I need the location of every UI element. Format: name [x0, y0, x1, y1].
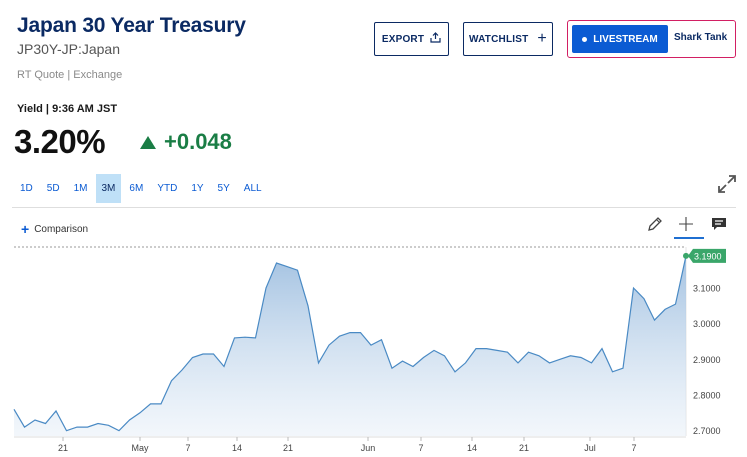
- change-value: +0.048: [164, 129, 232, 154]
- y-tick-label: 3.0000: [693, 319, 721, 329]
- watchlist-button[interactable]: WATCHLIST +: [463, 22, 553, 56]
- expand-icon[interactable]: [717, 174, 737, 194]
- range-5y[interactable]: 5Y: [217, 183, 230, 194]
- live-dot-icon: [582, 36, 588, 42]
- yield-timestamp: Yield | 9:36 AM JST: [17, 103, 118, 115]
- x-tick-label: 21: [58, 443, 68, 453]
- range-1m[interactable]: 1M: [73, 183, 88, 194]
- range-all[interactable]: ALL: [243, 183, 262, 194]
- last-price-label: 3.1900: [694, 251, 722, 261]
- comparison-label: Comparison: [34, 223, 89, 235]
- range-ytd[interactable]: YTD: [157, 183, 178, 194]
- range-1y[interactable]: 1Y: [191, 183, 204, 194]
- x-tick-label: Jun: [361, 443, 376, 453]
- watchlist-label: WATCHLIST: [469, 33, 529, 45]
- x-tick-label: 14: [467, 443, 477, 453]
- x-tick-label: 7: [185, 443, 190, 453]
- livestream-show-name[interactable]: Shark Tank: [674, 32, 728, 43]
- share-icon: [430, 32, 441, 46]
- export-button[interactable]: EXPORT: [374, 22, 449, 56]
- up-arrow-icon: [140, 135, 156, 149]
- livestream-label: LIVESTREAM: [593, 33, 658, 45]
- pencil-icon[interactable]: [644, 213, 666, 235]
- range-selector: 1D 5D 1M 3M 6M YTD 1Y 5Y ALL: [14, 174, 270, 203]
- plus-icon: +: [537, 30, 547, 47]
- x-tick-label: May: [131, 443, 149, 453]
- y-tick-label: 2.9000: [693, 355, 721, 365]
- yield-value: 3.20%: [14, 123, 106, 160]
- yield-change: +0.048: [140, 129, 232, 155]
- x-tick-label: 21: [519, 443, 529, 453]
- x-tick-label: 14: [232, 443, 242, 453]
- page-title: Japan 30 Year Treasury: [17, 14, 246, 37]
- y-tick-label: 2.8000: [693, 390, 721, 400]
- crosshair-active-indicator: [674, 237, 704, 239]
- plus-icon: +: [21, 221, 30, 237]
- range-3m[interactable]: 3M: [95, 174, 122, 203]
- x-tick-label: 21: [283, 443, 293, 453]
- x-tick-label: 7: [418, 443, 423, 453]
- y-tick-label: 3.1000: [693, 284, 721, 294]
- range-6m[interactable]: 6M: [129, 183, 144, 194]
- livestream-banner[interactable]: LIVESTREAM Shark Tank: [567, 20, 736, 58]
- chart-divider: [12, 207, 736, 208]
- chart-area-fill: [14, 255, 686, 436]
- chart-line: [13, 255, 687, 432]
- range-1d[interactable]: 1D: [20, 183, 33, 194]
- quote-source: RT Quote | Exchange: [17, 69, 123, 81]
- last-price-dot: [683, 252, 689, 259]
- ticker-symbol: JP30Y-JP:Japan: [17, 41, 120, 57]
- chat-icon[interactable]: [708, 213, 730, 235]
- comparison-button[interactable]: + Comparison: [21, 221, 88, 237]
- crosshair-icon[interactable]: [675, 213, 697, 235]
- x-tick-label: Jul: [584, 443, 596, 453]
- export-label: EXPORT: [381, 33, 425, 45]
- range-5d[interactable]: 5D: [46, 183, 60, 194]
- x-tick-label: 7: [631, 443, 636, 453]
- livestream-button[interactable]: LIVESTREAM: [572, 25, 668, 53]
- y-tick-label: 2.7000: [693, 426, 721, 436]
- last-price-badge: [688, 248, 726, 263]
